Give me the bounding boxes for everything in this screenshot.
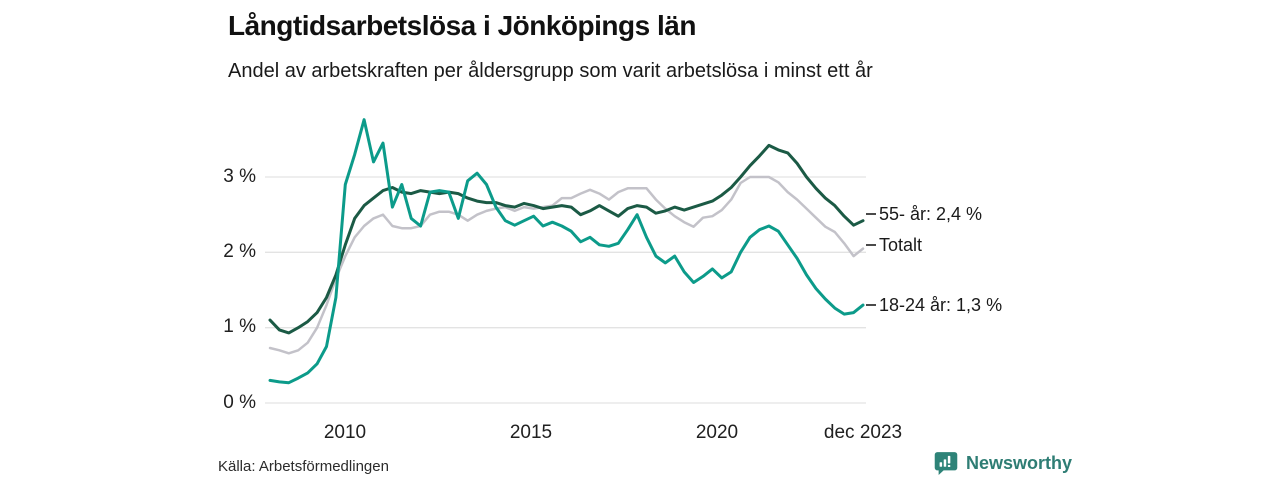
series-line-Totalt [268, 175, 865, 355]
label-tick-18-24 [866, 304, 876, 306]
x-tick-2010: 2010 [323, 422, 367, 443]
newsworthy-wordmark: Newsworthy [966, 452, 1073, 473]
label-tick-totalt [866, 244, 876, 246]
y-tick-3pct: 3 % [223, 166, 256, 187]
x-tick-2020: 2020 [695, 422, 739, 443]
page-subtitle: Andel av arbetskraften per åldersgrupp s… [228, 60, 873, 82]
y-tick-1pct: 1 % [223, 316, 256, 337]
series-line-18-24-r [268, 118, 865, 385]
source-note: Källa: Arbetsförmedlingen [218, 458, 389, 475]
x-tick-2015: 2015 [509, 422, 553, 443]
label-tick-55plus [866, 213, 876, 215]
newsworthy-logo: Newsworthy [933, 450, 1072, 476]
series-label-18-24: 18-24 år: 1,3 % [866, 293, 1002, 317]
newsworthy-bubble-chart-icon [934, 452, 958, 476]
x-tick-dec2023: dec 2023 [823, 422, 903, 443]
y-tick-0pct: 0 % [223, 392, 256, 413]
page-title: Långtidsarbetslösa i Jönköpings län [228, 10, 696, 41]
y-tick-2pct: 2 % [223, 241, 256, 262]
series-label-totalt: Totalt [866, 233, 922, 257]
series-label-55plus: 55- år: 2,4 % [866, 202, 982, 226]
series-line-55-r [268, 143, 865, 335]
